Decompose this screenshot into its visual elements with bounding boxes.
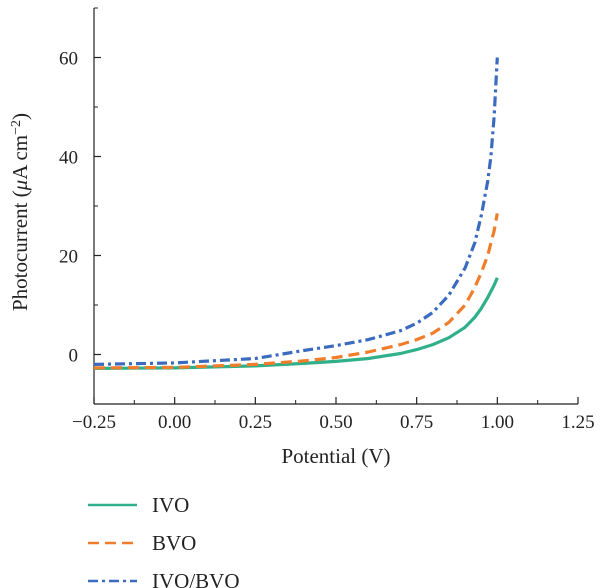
x-tick-label: 0.00 bbox=[158, 412, 191, 433]
x-tick-label: 0.75 bbox=[400, 412, 433, 433]
legend: IVO BVO IVO/BVO bbox=[88, 493, 240, 588]
series-layer bbox=[93, 57, 499, 370]
y-tick-label: 40 bbox=[59, 148, 78, 169]
x-tick-label: −0.25 bbox=[72, 412, 116, 433]
y-axis-title-unit: A cm bbox=[8, 135, 32, 180]
x-tick-label: 0.25 bbox=[239, 412, 272, 433]
x-tick-label: 0.50 bbox=[319, 412, 352, 433]
y-axis-title-mu: μ bbox=[8, 180, 32, 192]
series-line-bvo bbox=[93, 213, 499, 370]
legend-label-ivo-bvo: IVO/BVO bbox=[152, 569, 240, 588]
x-axis-title: Potential (V) bbox=[281, 444, 390, 468]
y-axis-title-suffix: ) bbox=[8, 113, 32, 120]
y-tick-label: 60 bbox=[59, 49, 78, 70]
y-tick-label: 0 bbox=[69, 346, 79, 367]
axes: −0.25 0.00 0.25 0.50 0.75 1.00 1.25 0 20 40 60 bbox=[59, 7, 595, 433]
y-axis-title-prefix: Photocurrent ( bbox=[8, 190, 32, 311]
y-tick-label: 20 bbox=[59, 247, 78, 268]
series-line-ivo-bvo bbox=[93, 57, 499, 366]
y-axis-title-exponent: −2 bbox=[9, 120, 24, 135]
x-tick-label: 1.25 bbox=[561, 412, 594, 433]
x-tick-label: 1.00 bbox=[481, 412, 514, 433]
legend-label-bvo: BVO bbox=[152, 531, 196, 555]
series-line-ivo bbox=[93, 277, 499, 370]
legend-label-ivo: IVO bbox=[152, 493, 189, 517]
y-axis-title: Photocurrent (μA cm−2) bbox=[8, 113, 32, 311]
